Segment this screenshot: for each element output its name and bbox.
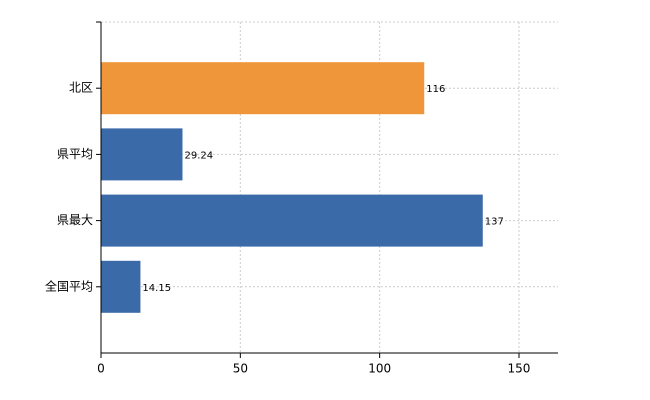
bar (101, 62, 425, 115)
value-label: 137 (485, 217, 504, 228)
bar (101, 128, 183, 181)
value-label: 29.24 (184, 150, 213, 161)
x-tick-label: 50 (233, 362, 248, 376)
value-label: 14.15 (142, 283, 171, 294)
y-tick-label: 全国平均 (45, 278, 93, 293)
y-tick-label: 北区 (69, 81, 93, 95)
bar (101, 194, 483, 247)
y-tick-label: 県平均 (57, 147, 93, 161)
y-tick-label: 県最大 (57, 213, 93, 227)
x-tick-label: 150 (508, 362, 531, 376)
value-label: 116 (426, 84, 445, 95)
x-tick-label: 100 (368, 362, 391, 376)
bar (101, 260, 141, 313)
x-tick-label: 0 (97, 362, 105, 376)
